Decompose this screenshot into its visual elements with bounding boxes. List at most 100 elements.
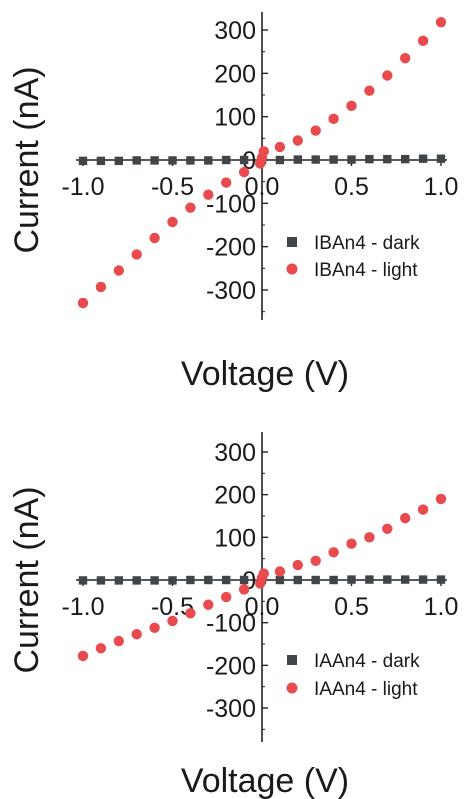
data-point-light xyxy=(77,650,89,662)
data-point-light xyxy=(77,297,89,309)
y-tick-label: -300 xyxy=(206,695,256,723)
data-point-light xyxy=(310,555,321,566)
x-tick-label: -0.5 xyxy=(151,173,194,201)
y-tick-label: 300 xyxy=(214,17,256,45)
data-point-dark xyxy=(275,575,285,585)
data-point-dark xyxy=(329,155,338,164)
data-point-dark xyxy=(365,154,374,164)
y-axis-title: Current (nA) xyxy=(8,66,46,253)
data-point-dark xyxy=(365,575,374,584)
data-point-dark xyxy=(275,155,285,165)
legend-marker-square xyxy=(287,237,297,247)
data-point-dark xyxy=(132,576,141,585)
data-point-dark xyxy=(401,575,410,584)
data-point-dark xyxy=(150,156,159,165)
data-point-light xyxy=(364,532,375,543)
x-axis-title: Voltage (V) xyxy=(181,355,349,393)
data-point-light xyxy=(292,135,303,146)
data-point-light xyxy=(274,141,286,153)
data-point-dark xyxy=(204,575,213,585)
data-point-light xyxy=(258,568,269,579)
data-point-light xyxy=(274,566,286,577)
data-point-light xyxy=(238,166,250,178)
data-point-light xyxy=(292,559,303,571)
data-point-light xyxy=(149,232,160,244)
data-point-dark xyxy=(436,575,446,584)
data-point-dark xyxy=(239,155,249,165)
x-tick-label: -1.0 xyxy=(61,593,104,621)
data-point-light xyxy=(400,52,411,64)
data-point-light xyxy=(167,216,178,228)
data-point-dark xyxy=(78,156,88,166)
legend-label: IAAn4 - dark xyxy=(314,651,420,672)
data-point-dark xyxy=(293,155,302,164)
data-point-light xyxy=(364,85,375,96)
y-tick-label: 300 xyxy=(214,439,256,467)
data-point-light xyxy=(95,281,107,293)
data-point-dark xyxy=(204,156,213,165)
data-point-light xyxy=(435,493,447,505)
legend-marker-square xyxy=(287,655,297,665)
data-point-dark xyxy=(186,575,195,585)
x-axis-title: Voltage (V) xyxy=(181,762,349,799)
data-point-light xyxy=(185,202,196,213)
data-point-dark xyxy=(347,575,356,584)
data-point-dark xyxy=(78,576,88,585)
y-tick-label: -200 xyxy=(206,234,256,262)
x-tick-label: -1.0 xyxy=(61,173,104,201)
data-point-dark xyxy=(383,154,392,164)
data-point-light xyxy=(328,113,339,125)
y-tick-label: 100 xyxy=(214,104,256,132)
legend-label: IAAn4 - light xyxy=(314,679,418,700)
data-point-dark xyxy=(383,575,392,584)
data-point-dark xyxy=(418,575,428,584)
data-point-dark xyxy=(114,156,123,166)
data-point-light xyxy=(113,635,125,647)
y-tick-label: 200 xyxy=(214,482,256,510)
data-point-light xyxy=(310,125,321,136)
data-point-light xyxy=(167,615,178,627)
data-point-light xyxy=(221,591,232,603)
data-point-dark xyxy=(293,575,302,585)
data-point-light xyxy=(203,599,214,610)
legend-marker-circle xyxy=(286,263,298,275)
data-point-dark xyxy=(436,154,446,163)
data-point-dark xyxy=(311,575,320,585)
data-point-dark xyxy=(96,156,106,166)
data-point-light xyxy=(95,643,107,654)
data-point-dark xyxy=(401,154,410,164)
data-point-light xyxy=(131,628,142,640)
data-point-light xyxy=(203,189,214,200)
y-tick-label: -300 xyxy=(206,277,256,305)
data-point-dark xyxy=(168,156,177,165)
data-point-light xyxy=(346,538,357,549)
x-tick-label: 0.0 xyxy=(245,173,280,201)
data-point-dark xyxy=(311,155,320,164)
data-point-light xyxy=(400,512,411,524)
x-tick-label: 0.5 xyxy=(334,593,369,621)
data-point-light xyxy=(417,35,429,47)
y-tick-label: -200 xyxy=(206,652,256,680)
data-point-dark xyxy=(150,576,159,585)
data-point-light xyxy=(185,608,196,619)
legend-label: IBAn4 - light xyxy=(314,260,418,281)
data-point-light xyxy=(382,70,393,81)
data-point-dark xyxy=(222,575,231,585)
data-point-light xyxy=(131,249,142,260)
data-point-light xyxy=(238,584,250,595)
y-tick-label: -100 xyxy=(206,190,256,218)
data-point-dark xyxy=(114,576,123,585)
data-point-dark xyxy=(222,155,231,165)
x-tick-label: 1.0 xyxy=(424,173,459,201)
data-point-light xyxy=(417,504,429,515)
data-point-dark xyxy=(239,575,249,585)
x-tick-label: 1.0 xyxy=(424,593,459,621)
data-point-dark xyxy=(96,576,106,585)
y-axis-title: Current (nA) xyxy=(8,486,46,673)
data-point-dark xyxy=(132,156,141,165)
y-tick-label: 200 xyxy=(214,60,256,88)
data-point-light xyxy=(346,100,357,112)
